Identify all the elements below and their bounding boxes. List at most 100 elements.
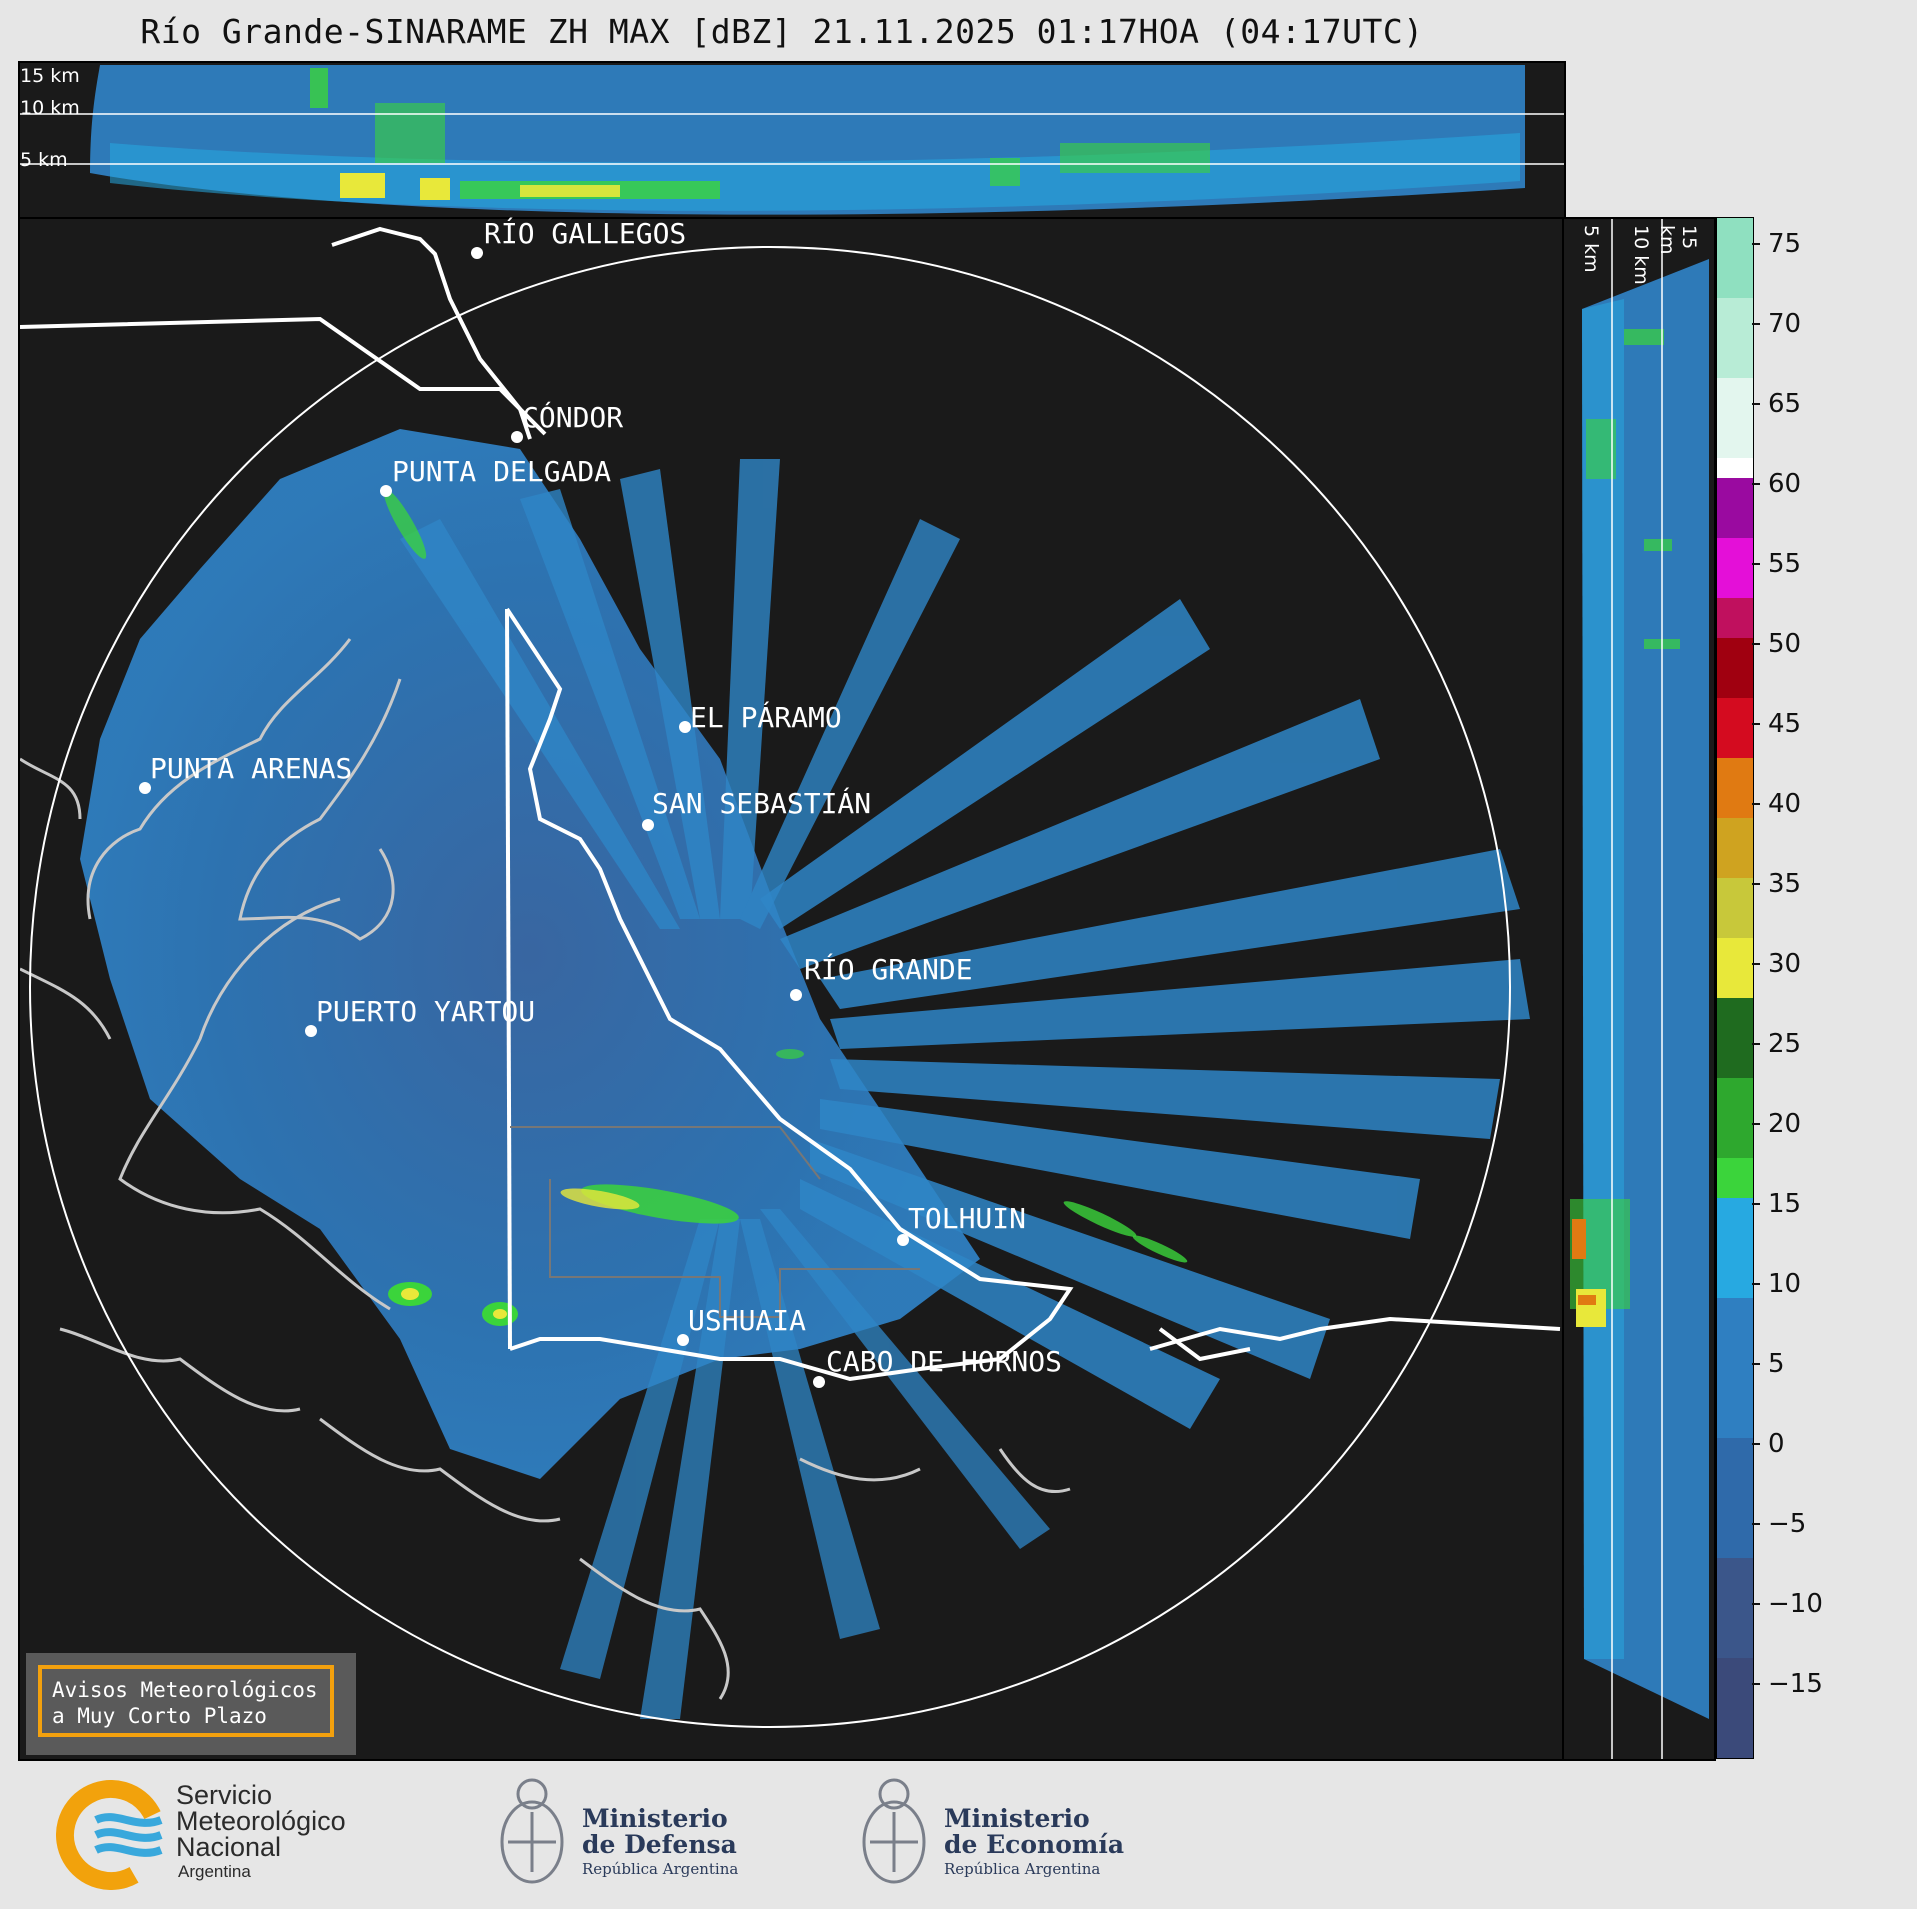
city-dot-tolhuin [897,1234,909,1246]
colorbar-label-minus5: −5 [1768,1509,1807,1539]
colorbar-seg-magenta [1717,538,1753,598]
city-dot-rio-grande [790,989,802,1001]
colorbar-seg-gold [1717,818,1753,878]
smn-name: Servicio Meteorológico Nacional [176,1780,346,1862]
page-title: Río Grande-SINARAME ZH MAX [dBZ] 21.11.2… [140,12,1424,51]
colorbar-label-minus15: −15 [1768,1669,1823,1699]
colorbar-label-minus10: −10 [1768,1589,1823,1619]
top-alt-5km-label: 5 km [20,149,68,171]
colorbar-label-40: 40 [1768,789,1802,819]
right-alt-15km-label: 15 km [1656,225,1700,255]
echo-region [80,429,980,1479]
colorbar-seg-darkgreen [1717,998,1753,1078]
colorbar-label-35: 35 [1768,869,1802,899]
economia-coat-of-arms-icon [862,1778,926,1884]
city-dot-punta-arenas [139,782,151,794]
city-dot-condor [511,431,523,443]
colorbar-label-30: 30 [1768,949,1802,979]
right-profile-plot [1570,219,1709,1759]
colorbar-tick [1752,1683,1760,1685]
boundary-lines [19,226,1561,1382]
defensa-title: Ministerio de Defensa [582,1806,737,1858]
city-dot-ushuaia [677,1334,689,1346]
city-label-el-paramo: EL PÁRAMO [690,701,842,734]
city-dot-el-paramo [679,721,691,733]
city-dot-punta-delgada [380,485,392,497]
right-alt-5km-label: 5 km [1580,225,1602,273]
colorbar-tick [1752,243,1760,245]
colorbar-label-45: 45 [1768,709,1802,739]
city-label-ushuaia: USHUAIA [688,1304,807,1337]
smn-line-2: Meteorológico [176,1806,346,1836]
avisos-line-2: a Muy Corto Plazo [52,1704,267,1728]
city-label-tolhuin: TOLHUIN [908,1202,1027,1235]
colorbar-tick [1752,1283,1760,1285]
colorbar-seg-mint [1717,218,1753,298]
top-profile-plot [20,63,1564,215]
colorbar-label-60: 60 [1768,469,1802,499]
city-label-rio-gallegos: RÍO GALLEGOS [484,217,687,250]
avisos-label: Avisos Meteorológicos a Muy Corto Plazo [38,1665,334,1737]
coastline-gray [19,638,1071,1700]
city-dot-cabo-de-hornos [813,1376,825,1388]
colorbar-tick [1752,403,1760,405]
colorbar-seg-darkred [1717,638,1753,698]
smn-country: Argentina [178,1862,251,1881]
avisos-box[interactable]: Avisos Meteorológicos a Muy Corto Plazo [26,1653,356,1755]
colorbar-tick [1752,1443,1760,1445]
city-label-rio-grande: RÍO GRANDE [804,953,973,986]
colorbar-label-15: 15 [1768,1189,1802,1219]
city-dot-san-sebastian [642,819,654,831]
colorbar-tick [1752,1523,1760,1525]
city-label-puerto-yartou: PUERTO YARTOU [316,995,536,1028]
top-vertical-profile: 15 km 10 km 5 km [18,61,1566,219]
colorbar-tick [1752,643,1760,645]
colorbar-tick [1752,723,1760,725]
colorbar [1716,217,1754,1759]
defensa-sub: República Argentina [582,1860,739,1878]
range-ring [29,246,1511,1728]
colorbar-seg-purple [1717,478,1753,538]
colorbar-tick [1752,1043,1760,1045]
departmental-lines [510,1126,920,1318]
colorbar-label-5: 5 [1768,1349,1785,1379]
smn-line-3: Nacional [176,1832,282,1862]
colorbar-label-25: 25 [1768,1029,1802,1059]
smn-logo-icon [56,1780,166,1890]
colorbar-label-10: 10 [1768,1269,1802,1299]
defensa-line-2: de Defensa [582,1830,737,1859]
colorbar-label-65: 65 [1768,389,1802,419]
colorbar-seg-cyan [1717,1198,1753,1298]
economia-title: Ministerio de Economía [944,1806,1124,1858]
defensa-coat-of-arms-icon [500,1778,564,1884]
top-alt-15km-label: 15 km [20,65,80,87]
economia-line-1: Ministerio [944,1804,1090,1833]
radar-map[interactable]: RÍO GALLEGOS CÓNDOR PUNTA DELGADA EL PÁR… [18,217,1566,1761]
colorbar-tick [1752,1363,1760,1365]
colorbar-seg-yellow [1717,938,1753,998]
colorbar-label-75: 75 [1768,229,1802,259]
colorbar-seg-white [1717,458,1753,478]
colorbar-seg-white-green [1717,378,1753,458]
colorbar-tick [1752,483,1760,485]
colorbar-seg-crimson [1717,598,1753,638]
smn-line-1: Servicio [176,1780,273,1810]
colorbar-seg-olive [1717,878,1753,938]
colorbar-tick [1752,1203,1760,1205]
city-label-cabo-de-hornos: CABO DE HORNOS [826,1345,1063,1378]
colorbar-tick [1752,1123,1760,1125]
city-label-san-sebastian: SAN SEBASTIÁN [652,787,872,820]
colorbar-seg-red [1717,698,1753,758]
avisos-line-1: Avisos Meteorológicos [52,1678,318,1702]
colorbar-label-0: 0 [1768,1429,1785,1459]
colorbar-seg-orange [1717,758,1753,818]
top-alt-10km-label: 10 km [20,97,80,119]
colorbar-tick [1752,1603,1760,1605]
colorbar-tick [1752,563,1760,565]
city-dot-puerto-yartou [305,1025,317,1037]
city-dot-rio-gallegos [471,247,483,259]
convective-cells [383,489,1188,1326]
defensa-line-1: Ministerio [582,1804,728,1833]
echo-rays-north [400,459,960,929]
colorbar-seg-lightgreen [1717,1158,1753,1198]
